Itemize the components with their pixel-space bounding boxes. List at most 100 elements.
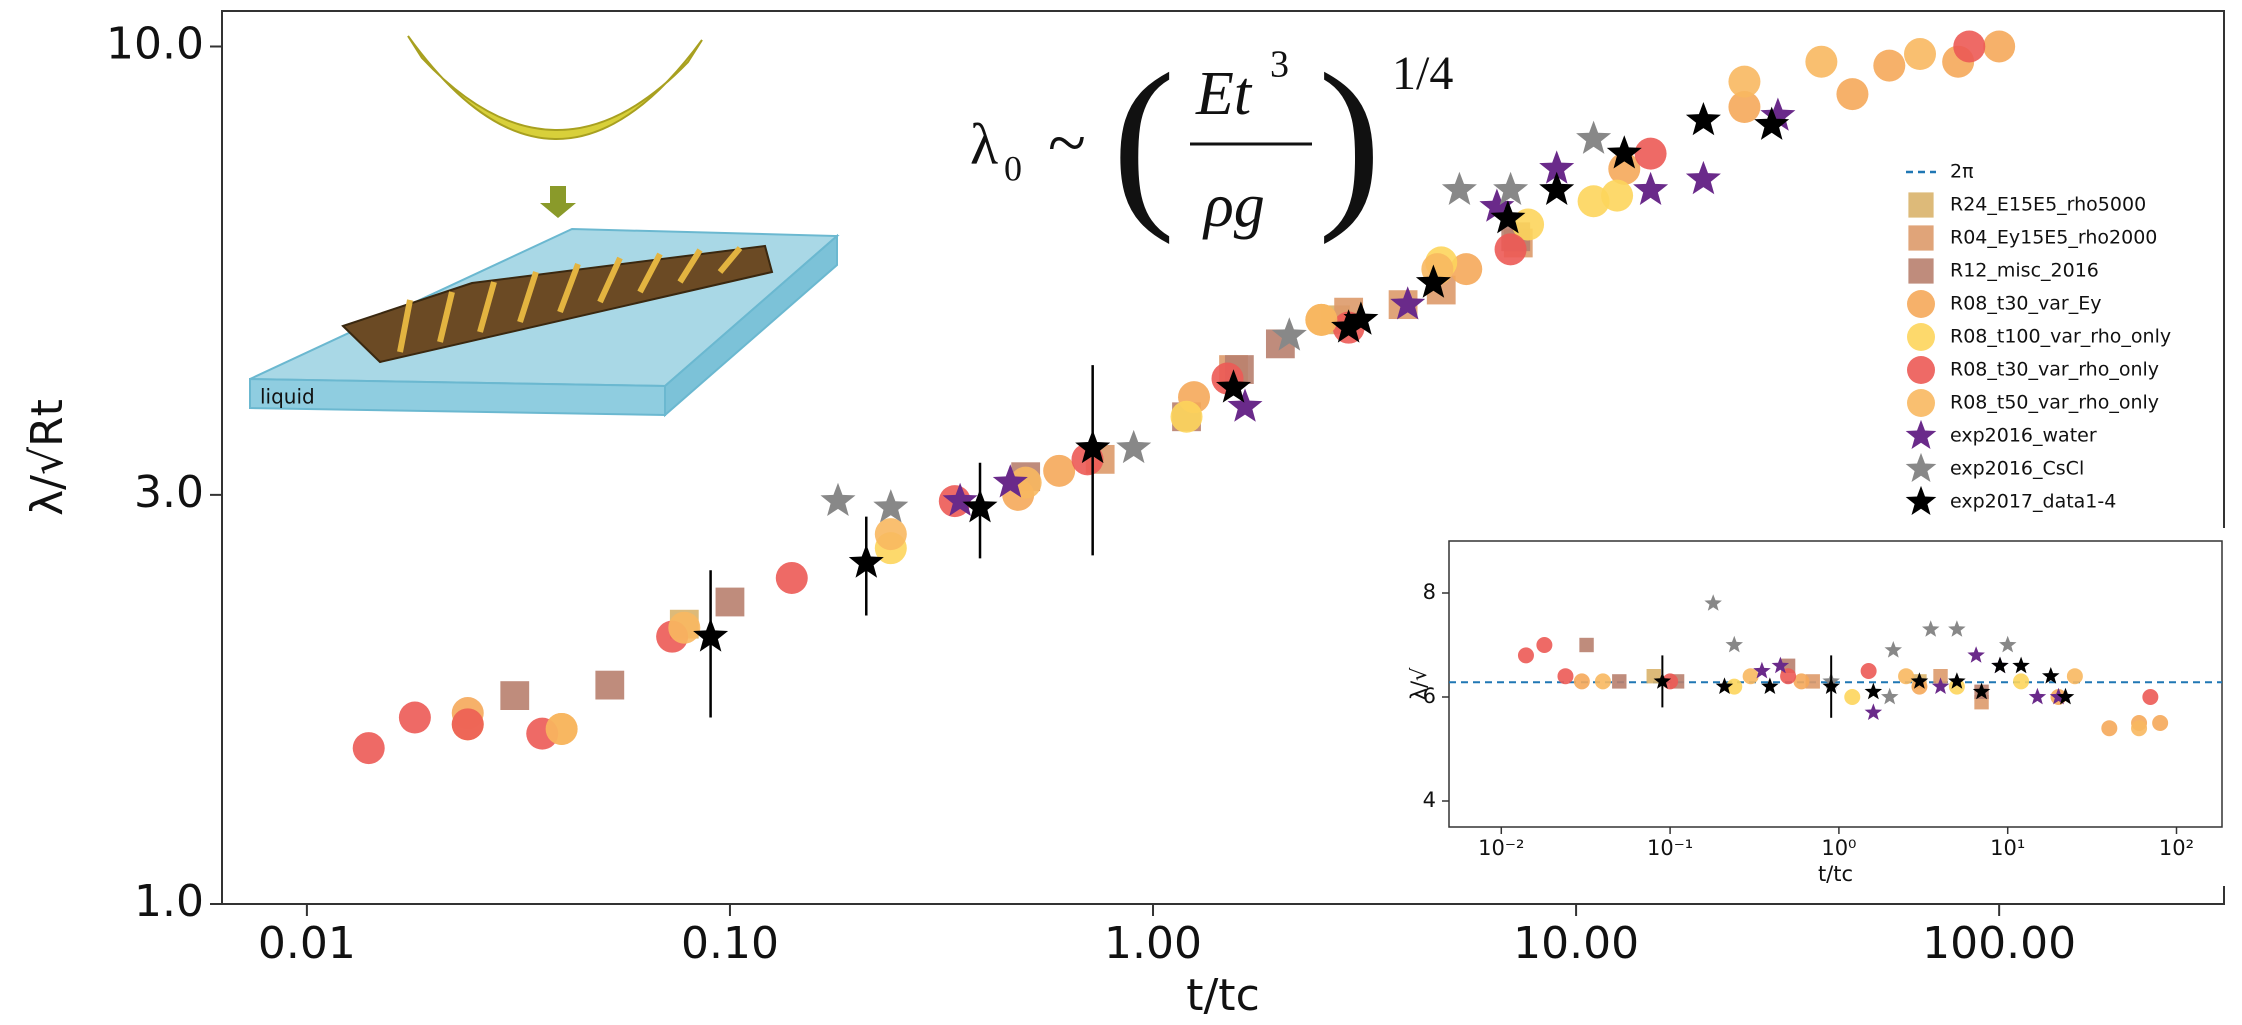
circle-marker — [1860, 663, 1877, 679]
legend-label: R08_t50_var_rho_only — [1950, 392, 2159, 414]
eq-lhs-sub: 0 — [1004, 148, 1022, 188]
y-axis-label: λ/√Rt — [22, 399, 73, 516]
legend-label: exp2017_data1-4 — [1950, 491, 2116, 513]
circle-marker — [1983, 30, 2016, 63]
star-marker — [1948, 672, 1966, 689]
y-tick-label: 8 — [1423, 580, 1436, 604]
square-marker — [1908, 258, 1934, 284]
circle-marker — [2013, 673, 2030, 690]
eq-exp: 1/4 — [1392, 47, 1453, 100]
legend-label: R08_t30_var_Ey — [1950, 293, 2101, 315]
circle-marker — [1728, 91, 1761, 124]
circle-marker — [1780, 668, 1797, 685]
circle-marker — [1907, 389, 1935, 417]
circle-marker — [1305, 303, 1338, 336]
square-marker — [1908, 192, 1934, 218]
star-marker — [1991, 656, 2009, 674]
eq-lhs: λ — [970, 111, 998, 176]
legend-label: exp2016_CsCl — [1950, 458, 2084, 480]
legend-label: exp2016_water — [1950, 425, 2097, 447]
x-tick-label: 10¹ — [1990, 836, 2025, 860]
square-marker — [1908, 225, 1934, 251]
circle-marker — [451, 708, 484, 741]
x-tick-label: 10² — [2159, 836, 2194, 860]
paren-left: ( — [1112, 36, 1175, 246]
circle-marker — [874, 518, 907, 551]
star-marker — [2042, 667, 2060, 684]
y-tick-label: 4 — [1423, 788, 1436, 812]
y-tick-label: 6 — [1423, 684, 1436, 708]
star-marker — [2028, 687, 2047, 705]
star-marker — [942, 482, 978, 516]
star-marker — [1075, 429, 1111, 464]
inset-background — [1405, 528, 2237, 886]
star-marker — [2049, 687, 2068, 705]
illustration: liquid — [249, 35, 840, 418]
star-marker — [1343, 301, 1379, 335]
star-marker — [1864, 682, 1883, 700]
star-marker — [1441, 171, 1477, 205]
star-marker — [1715, 677, 1734, 694]
equation: λ 0 ~ ( Et 3 ρg ) 1/4 — [970, 36, 1453, 246]
star-marker — [1479, 188, 1515, 222]
circle-marker — [1904, 38, 1937, 71]
star-marker — [1704, 594, 1722, 611]
circle-marker — [1907, 323, 1935, 351]
wrinkled-strip — [341, 244, 774, 364]
circle-marker — [1948, 678, 1965, 695]
circle-marker — [2131, 720, 2148, 737]
star-marker — [1754, 106, 1790, 140]
star-marker — [1685, 160, 1721, 195]
star-marker — [1972, 682, 1991, 700]
circle-marker — [1873, 49, 1906, 82]
main-chart: 0.01 0.10 1.00 10.00 100.00 1.0 3.0 10.0 t/tc λ/√… — [22, 10, 2225, 1021]
x-tick-label: 10.00 — [1513, 918, 1639, 969]
x-tick-label: 10⁻² — [1478, 836, 1524, 860]
circle-marker — [1450, 253, 1483, 286]
star-marker — [1910, 672, 1929, 689]
legend-label: R24_E15E5_rho5000 — [1950, 194, 2146, 216]
star-marker — [1576, 120, 1612, 154]
star-marker — [1884, 641, 1902, 658]
y-tick-label: 10.0 — [106, 18, 204, 69]
square-marker — [1805, 674, 1820, 689]
circle-marker — [1573, 673, 1590, 690]
circle-marker — [1594, 673, 1611, 690]
star-marker — [2056, 687, 2075, 705]
circle-marker — [1726, 678, 1743, 695]
y-axis-label: λ/√ — [1407, 667, 1431, 701]
star-marker — [1271, 317, 1307, 351]
circle-marker — [1043, 454, 1076, 487]
eq-rel: ~ — [1048, 105, 1086, 182]
square-marker — [715, 587, 745, 617]
square-marker — [1933, 669, 1948, 684]
star-marker — [1606, 135, 1642, 169]
x-tick-label: 100.00 — [1922, 918, 2076, 969]
circle-marker — [1536, 637, 1553, 653]
star-marker — [1216, 369, 1251, 403]
circle-marker — [1601, 179, 1634, 212]
circle-marker — [2101, 720, 2118, 737]
liquid-side — [664, 233, 838, 418]
y-tick-label: 3.0 — [134, 467, 204, 518]
star-marker — [1881, 687, 1899, 705]
star-marker — [1948, 620, 1966, 637]
circle-marker — [398, 701, 431, 734]
circle-marker — [545, 712, 578, 745]
circle-marker — [1844, 689, 1861, 705]
star-marker — [1633, 171, 1669, 205]
star-marker — [1905, 419, 1937, 449]
star-marker — [1967, 646, 1985, 663]
inset-chart: 10⁻² 10⁻¹ 10⁰ 10¹ 10² 4 6 8 t/tc λ/√ — [1407, 540, 2223, 886]
square-marker — [1579, 637, 1594, 653]
star-marker — [1493, 171, 1529, 205]
star-marker — [1539, 150, 1575, 184]
circle-marker — [1494, 233, 1527, 266]
star-marker — [1905, 485, 1937, 515]
star-marker — [1761, 677, 1779, 694]
legend-label: R04_Ey15E5_rho2000 — [1950, 227, 2157, 249]
plot-frame — [1448, 540, 2223, 828]
circle-marker — [1907, 356, 1935, 384]
star-marker — [1753, 661, 1771, 679]
star-marker — [1864, 703, 1883, 720]
